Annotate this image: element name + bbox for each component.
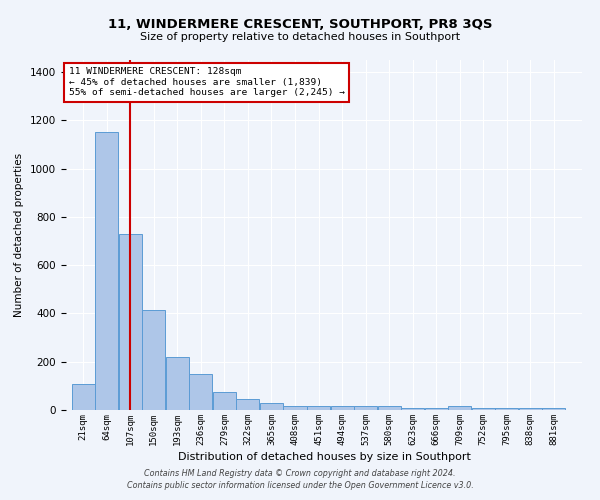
- Bar: [377, 406, 401, 410]
- Bar: [283, 406, 307, 410]
- Bar: [354, 406, 377, 410]
- Bar: [472, 408, 495, 410]
- Bar: [425, 408, 448, 410]
- Bar: [542, 408, 565, 410]
- Bar: [119, 234, 142, 410]
- Bar: [213, 392, 236, 410]
- Bar: [260, 403, 283, 410]
- Bar: [448, 406, 471, 410]
- Text: 11, WINDERMERE CRESCENT, SOUTHPORT, PR8 3QS: 11, WINDERMERE CRESCENT, SOUTHPORT, PR8 …: [108, 18, 492, 30]
- Bar: [519, 408, 542, 410]
- Bar: [166, 358, 189, 410]
- Bar: [307, 406, 330, 410]
- X-axis label: Distribution of detached houses by size in Southport: Distribution of detached houses by size …: [178, 452, 470, 462]
- Y-axis label: Number of detached properties: Number of detached properties: [14, 153, 25, 317]
- Bar: [401, 408, 424, 410]
- Bar: [236, 398, 259, 410]
- Text: Size of property relative to detached houses in Southport: Size of property relative to detached ho…: [140, 32, 460, 42]
- Bar: [495, 408, 518, 410]
- Bar: [331, 406, 353, 410]
- Bar: [142, 310, 166, 410]
- Bar: [95, 132, 118, 410]
- Bar: [72, 384, 95, 410]
- Text: 11 WINDERMERE CRESCENT: 128sqm
← 45% of detached houses are smaller (1,839)
55% : 11 WINDERMERE CRESCENT: 128sqm ← 45% of …: [69, 67, 345, 97]
- Bar: [190, 374, 212, 410]
- Text: Contains HM Land Registry data © Crown copyright and database right 2024.
Contai: Contains HM Land Registry data © Crown c…: [127, 469, 473, 490]
